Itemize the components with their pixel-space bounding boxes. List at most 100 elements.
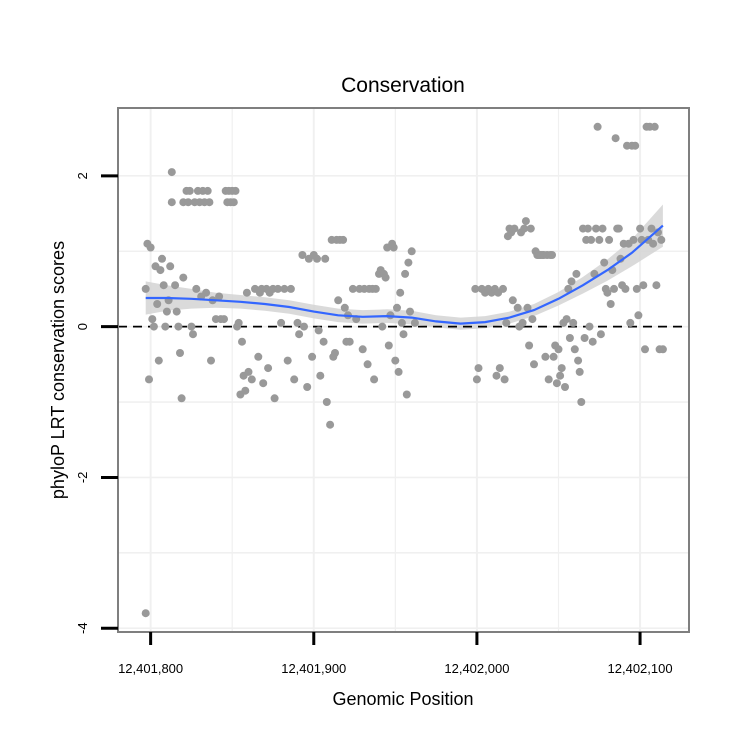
data-point [358,345,367,354]
axis-ticks: 12,401,800 12,401,900 12,402,000 12,402,100… [75,172,673,676]
data-point [259,379,268,388]
data-point [575,367,584,376]
data-point [632,284,641,293]
data-point [596,330,605,339]
data-point [523,303,532,312]
data-point [404,258,413,267]
y-axis-label: phyloP LRT conservation scores [48,241,68,499]
data-point [339,235,348,244]
data-point [399,330,408,339]
data-point [141,284,150,293]
data-point [652,281,661,290]
data-point [520,224,529,233]
data-point [610,284,618,293]
data-point [293,318,302,327]
data-points [141,122,667,618]
data-point [565,334,574,342]
data-point [295,330,304,339]
data-point [391,356,400,365]
data-point [264,364,273,373]
data-point [154,356,163,365]
data-point [577,398,586,406]
x-axis-label: Genomic Position [332,689,473,709]
data-point [202,288,211,297]
data-point [530,360,538,369]
data-point [220,315,228,324]
data-point [179,273,188,282]
data-point [185,186,194,195]
data-point [159,281,168,290]
data-point [518,318,527,327]
data-point [187,322,196,331]
data-point [557,364,566,373]
data-point [348,284,357,293]
x-tick-label: 12,401,800 [118,661,183,676]
data-point [321,254,330,263]
data-point [588,337,597,346]
data-point [647,224,656,233]
data-point [277,318,286,327]
data-point [247,375,256,384]
data-point [326,420,335,429]
data-point [569,318,578,327]
data-point [603,288,612,297]
data-point [340,303,349,312]
data-point [407,247,416,256]
data-point [502,318,511,327]
data-point [319,337,328,346]
data-point [401,269,410,278]
data-point [384,341,393,350]
x-tick-label: 12,402,000 [444,661,509,676]
data-point [614,224,623,233]
data-point [580,334,589,342]
data-point [513,303,522,312]
data-point [570,345,579,354]
smooth-line-layer [145,224,664,325]
data-point [298,251,307,259]
data-point [203,186,212,195]
data-point [270,394,279,403]
data-point [141,609,150,618]
data-point [657,235,666,244]
data-point [334,296,343,305]
data-point [158,254,166,263]
data-point [207,356,215,365]
data-point [499,284,507,293]
data-point [345,337,354,346]
data-point [286,284,295,293]
data-point [541,352,550,361]
data-point [583,224,592,233]
data-point [205,198,214,207]
data-point [636,224,645,233]
data-point [394,367,403,376]
data-point [167,198,176,207]
data-point [378,322,387,331]
y-tick-label: 0 [75,323,90,330]
data-point [316,371,325,380]
data-point [322,398,331,406]
data-point [564,284,573,293]
data-point [626,318,635,327]
grid-lines [118,108,689,632]
data-point [567,277,576,286]
data-point [562,315,571,324]
data-point [231,186,240,195]
data-point [598,224,607,233]
data-point [556,371,565,380]
data-point [639,281,648,290]
data-point [148,315,157,324]
data-point [393,303,401,312]
data-point [308,352,317,361]
data-point [396,288,405,297]
data-point [572,269,581,278]
data-point [525,341,534,350]
data-point [397,318,406,327]
data-point [184,198,193,207]
data-point [166,262,175,271]
data-point [561,383,569,391]
data-point [238,337,246,346]
data-point [585,322,594,331]
data-point [156,266,165,275]
